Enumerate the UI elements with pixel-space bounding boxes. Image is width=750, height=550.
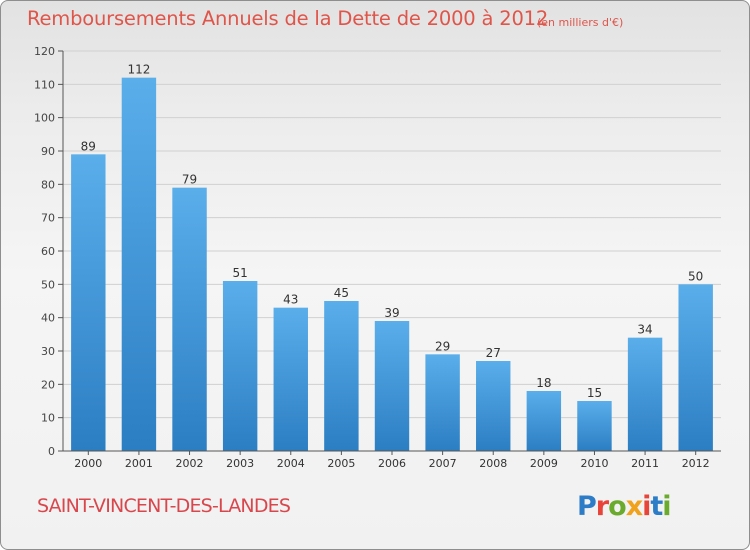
x-tick-label: 2007 — [429, 457, 457, 470]
y-tick-label: 110 — [34, 78, 55, 91]
logo-letter: i — [642, 491, 651, 522]
bar-value-label: 34 — [637, 323, 652, 337]
bar-2010 — [577, 401, 612, 451]
x-tick-label: 2000 — [74, 457, 102, 470]
bar-value-label: 112 — [127, 63, 150, 77]
x-tick-label: 2010 — [580, 457, 608, 470]
chart-subtitle: (en milliers d'€) — [537, 16, 624, 29]
logo-letter: r — [595, 491, 609, 522]
bar-2011 — [627, 337, 663, 451]
x-tick-label: 2004 — [277, 457, 305, 470]
x-tick-label: 2011 — [631, 457, 659, 470]
bar-2003 — [222, 281, 258, 451]
bar-2005 — [324, 301, 359, 451]
x-tick-label: 2012 — [682, 457, 710, 470]
bar-value-label: 79 — [182, 173, 197, 187]
y-tick-label: 40 — [41, 312, 55, 325]
y-tick-label: 10 — [41, 412, 55, 425]
bar-2009 — [526, 391, 562, 451]
bar-value-label: 27 — [486, 346, 501, 360]
y-tick-label: 90 — [41, 145, 55, 158]
bar-value-label: 15 — [587, 386, 602, 400]
bar-2004 — [273, 307, 308, 451]
bar-value-label: 39 — [384, 306, 399, 320]
commune-name: SAINT-VINCENT-DES-LANDES — [37, 495, 291, 517]
y-tick-label: 100 — [34, 112, 55, 125]
bar-value-label: 89 — [81, 139, 96, 153]
bar-value-label: 18 — [536, 376, 551, 390]
y-tick-label: 120 — [34, 45, 55, 58]
bar-2002 — [172, 187, 207, 451]
proxiti-logo: Proxiti — [577, 491, 672, 522]
x-tick-label: 2002 — [176, 457, 204, 470]
x-tick-label: 2009 — [530, 457, 558, 470]
y-tick-label: 70 — [41, 212, 55, 225]
bar-2007 — [425, 354, 460, 451]
x-tick-label: 2008 — [479, 457, 507, 470]
y-tick-label: 0 — [48, 445, 55, 458]
bar-2008 — [476, 361, 511, 451]
logo-letter: P — [577, 491, 597, 522]
bar-value-label: 29 — [435, 339, 450, 353]
bar-2006 — [374, 321, 410, 451]
bar-value-label: 43 — [283, 293, 298, 307]
x-tick-label: 2006 — [378, 457, 406, 470]
y-tick-label: 60 — [41, 245, 55, 258]
logo-letter: o — [608, 491, 627, 522]
y-tick-label: 20 — [41, 378, 55, 391]
bar-value-label: 50 — [688, 269, 703, 283]
bar-value-label: 45 — [334, 286, 349, 300]
bar-2012 — [678, 284, 713, 451]
bar-2001 — [121, 77, 157, 452]
bar-value-label: 51 — [233, 266, 248, 280]
y-tick-label: 50 — [41, 278, 55, 291]
bar-2000 — [71, 154, 106, 452]
x-tick-label: 2001 — [125, 457, 153, 470]
logo-letter: i — [662, 491, 671, 522]
y-tick-label: 30 — [41, 345, 55, 358]
logo-letter: t — [650, 491, 663, 522]
x-tick-label: 2005 — [327, 457, 355, 470]
y-tick-label: 80 — [41, 178, 55, 191]
logo-letter: x — [625, 491, 643, 522]
x-tick-label: 2003 — [226, 457, 254, 470]
chart-title: Remboursements Annuels de la Dette de 20… — [27, 7, 549, 30]
